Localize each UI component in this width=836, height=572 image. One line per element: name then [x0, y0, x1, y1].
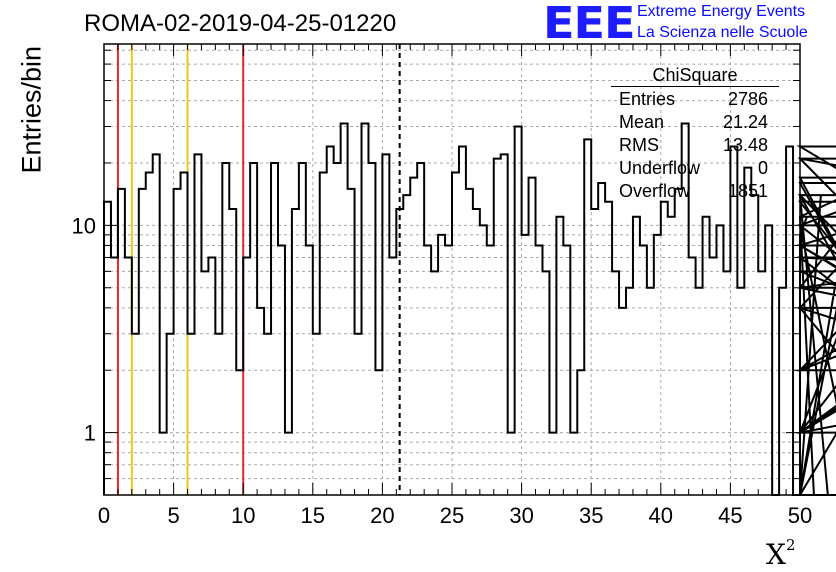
y-axis-label: Entries/bin — [16, 45, 47, 174]
tick-labels: 0 5 10 15 20 25 30 35 40 45 50 1 10 — [72, 213, 813, 528]
histogram-bins — [103, 122, 836, 496]
stats-rms-value: 13.48 — [722, 135, 768, 155]
histogram-outline — [103, 122, 836, 496]
x-tick-label: 30 — [509, 503, 533, 528]
x-tick-label: 50 — [788, 503, 812, 528]
stats-row-rms: RMS 13.48 — [611, 134, 779, 157]
x-tick-label: 25 — [440, 503, 464, 528]
logo-mark: EEE — [543, 0, 636, 49]
x-tick-label: 15 — [301, 503, 325, 528]
x-tick-label: 20 — [370, 503, 394, 528]
stats-overflow-value: 1851 — [727, 181, 768, 201]
stats-rms-label: RMS — [619, 135, 659, 155]
logo-text-line1: Extreme Energy Events — [637, 3, 806, 20]
stats-entries-label: Entries — [619, 89, 676, 109]
stats-row-underflow: Underflow 0 — [611, 157, 779, 180]
stats-entries-value: 2786 — [727, 89, 768, 109]
stats-underflow-value: 0 — [757, 158, 768, 178]
stats-row-entries: Entries 2786 — [611, 88, 779, 111]
stats-row-mean: Mean 21.24 — [611, 111, 779, 134]
grid-lines — [104, 44, 800, 495]
x-tick-label: 35 — [579, 503, 603, 528]
axis-ticks — [103, 44, 801, 495]
logo-text-line2: La Scienza nelle Scuole — [637, 24, 808, 41]
stats-mean-label: Mean — [619, 112, 665, 132]
stats-underflow-label: Underflow — [619, 158, 701, 178]
stats-overflow-label: Overflow — [619, 181, 691, 201]
x-tick-label: 10 — [231, 503, 255, 528]
x-tick-label: 0 — [98, 503, 110, 528]
y-tick-label: 1 — [84, 421, 96, 446]
chart-title: ROMA-02-2019-04-25-01220 — [84, 10, 397, 37]
stats-title: ChiSquare — [611, 65, 779, 87]
x-axis-label: X2 — [766, 536, 796, 571]
x-tick-label: 40 — [649, 503, 673, 528]
stats-mean-value: 21.24 — [722, 112, 768, 132]
y-tick-label: 10 — [72, 213, 96, 238]
x-tick-label: 5 — [167, 503, 179, 528]
x-tick-label: 45 — [718, 503, 742, 528]
stats-row-overflow: Overflow 1851 — [611, 180, 779, 203]
stats-box: ChiSquare Entries 2786 Mean 21.24 RMS 13… — [611, 65, 779, 203]
eee-logo: EEE Extreme Energy Events La Scienza nel… — [543, 2, 835, 48]
